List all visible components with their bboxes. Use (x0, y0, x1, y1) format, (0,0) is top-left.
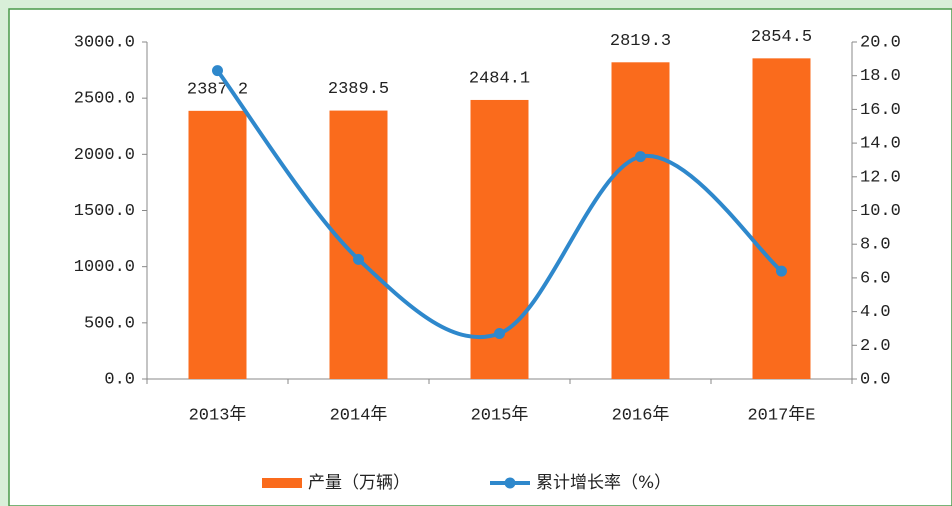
y2-tick-label: 2.0 (860, 337, 891, 356)
bar-value-label: 2854.5 (751, 28, 812, 47)
y-tick-label: 1500.0 (74, 202, 135, 221)
y2-tick-label: 4.0 (860, 303, 891, 322)
x-tick-label: 2015年 (471, 404, 529, 425)
bar (188, 110, 247, 380)
line-marker (353, 253, 364, 265)
bar (752, 58, 811, 379)
y-tick-label: 0.0 (104, 370, 135, 389)
x-tick-label: 2014年 (330, 404, 388, 425)
line-marker (212, 65, 223, 77)
y2-tick-label: 12.0 (860, 168, 901, 187)
bar-value-label: 2389.5 (328, 80, 389, 99)
y2-tick-label: 8.0 (860, 236, 891, 255)
y2-tick-label: 20.0 (860, 33, 901, 52)
y2-tick-label: 14.0 (860, 135, 901, 154)
y2-tick-label: 10.0 (860, 202, 901, 221)
y-tick-label: 2500.0 (74, 90, 135, 109)
y2-tick-label: 16.0 (860, 101, 901, 120)
legend-label: 产量（万辆） (308, 473, 410, 493)
x-tick-label: 2017年E (747, 404, 815, 425)
y2-tick-label: 18.0 (860, 67, 901, 86)
bar (611, 62, 670, 379)
bar-value-label: 2387.2 (187, 80, 248, 99)
x-tick-label: 2016年 (612, 404, 670, 425)
legend-swatch-marker (504, 477, 516, 489)
line-marker (776, 265, 787, 277)
bar-value-label: 2484.1 (469, 69, 530, 88)
legend-label: 累计增长率（%） (536, 473, 671, 493)
y-tick-label: 3000.0 (74, 33, 135, 52)
bar (329, 110, 388, 379)
bar-value-label: 2819.3 (610, 32, 671, 51)
y-tick-label: 1000.0 (74, 258, 135, 277)
y2-tick-label: 0.0 (860, 370, 891, 389)
legend-swatch (262, 478, 302, 488)
y2-tick-label: 6.0 (860, 269, 891, 288)
y-tick-label: 2000.0 (74, 146, 135, 165)
y-tick-label: 500.0 (84, 314, 135, 333)
x-tick-label: 2013年 (189, 404, 247, 425)
line-marker (635, 151, 646, 163)
line-marker (494, 328, 505, 340)
